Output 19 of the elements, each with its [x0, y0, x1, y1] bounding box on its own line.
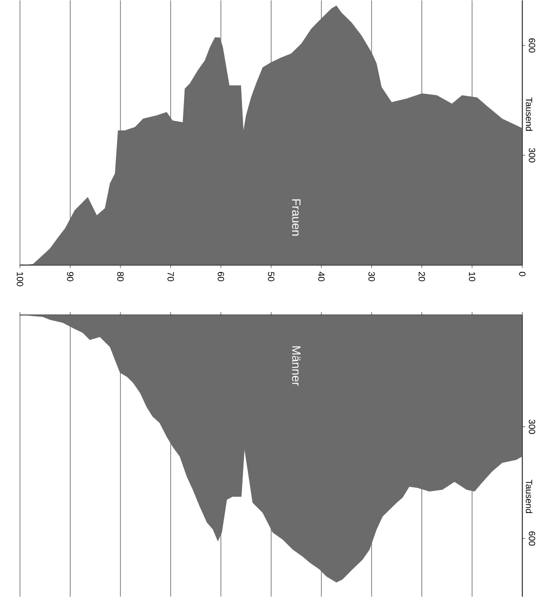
x-tick-label: 90 — [66, 272, 74, 282]
x-tick-label: 100 — [16, 272, 24, 286]
x-tick-label: 40 — [318, 272, 324, 282]
x-tick-label: 0 — [518, 272, 526, 276]
x-tick-label: 10 — [468, 272, 476, 282]
y-tick-label: 300 — [528, 148, 536, 162]
x-tick-label: 20 — [418, 272, 425, 282]
series-label: Frauen — [292, 199, 300, 236]
y-axis-title: Tausend — [526, 98, 532, 131]
y-axis-title: Tausend — [526, 480, 532, 514]
x-tick-label: 30 — [368, 272, 375, 282]
x-tick-label: 80 — [117, 272, 124, 282]
y-tick-label: 600 — [528, 531, 536, 546]
x-tick-label: 70 — [167, 272, 174, 282]
x-tick-label: 50 — [268, 272, 274, 282]
y-tick-label: 300 — [528, 420, 536, 434]
y-tick-label: 600 — [528, 38, 536, 53]
x-tick-label: 60 — [218, 272, 224, 282]
series-label: Männer — [292, 346, 300, 386]
